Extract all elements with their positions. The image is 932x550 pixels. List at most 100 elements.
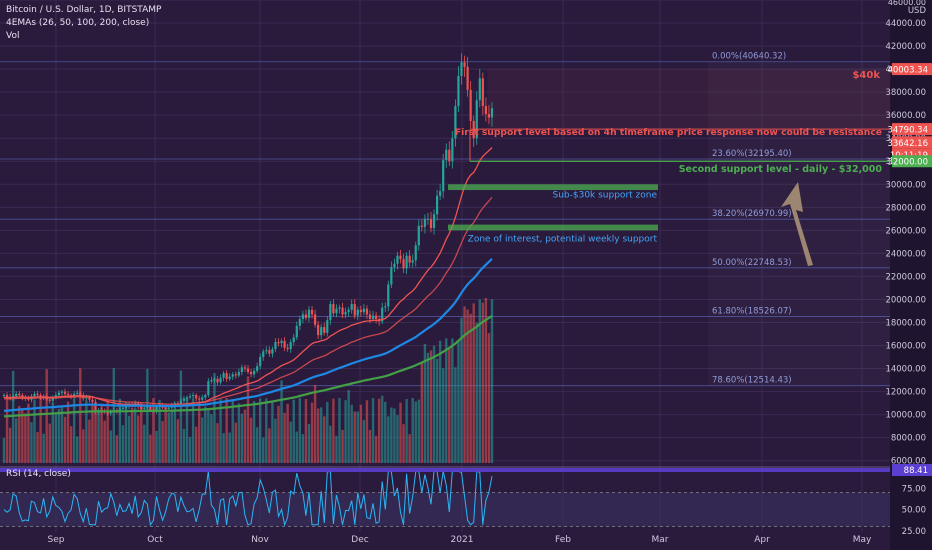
rsi-tick-label: 50.00 — [902, 506, 926, 516]
volume-bar — [265, 398, 268, 463]
volume-bar — [423, 343, 427, 463]
volume-bar — [374, 435, 378, 463]
candle-body — [27, 398, 30, 400]
candle-body — [271, 348, 274, 354]
candle-body — [432, 214, 436, 229]
candle-body — [222, 373, 225, 378]
volume-bar — [393, 408, 396, 463]
candle-body — [256, 366, 259, 371]
candle-body — [249, 372, 253, 375]
volume-bar — [417, 399, 420, 463]
volume-bar — [387, 416, 390, 463]
fib-level-label: 78.60%(12514.43) — [712, 376, 792, 386]
volume-bar — [460, 317, 463, 463]
candle-body — [283, 340, 286, 348]
candle-body — [475, 100, 478, 139]
price-tag-label: 33642.16 — [887, 139, 928, 149]
price-tag — [892, 63, 932, 76]
volume-bar — [185, 398, 189, 463]
y-tick-label: 42000.00 — [885, 42, 926, 52]
volume-bar — [21, 410, 24, 463]
volume-bar — [15, 418, 18, 463]
candle-body — [204, 395, 207, 398]
fib-level-label: 38.20%(26970.99) — [712, 209, 792, 219]
x-tick-label: Apr — [754, 535, 770, 545]
y-tick-label: 22000.00 — [885, 272, 926, 282]
x-tick-label: Sep — [48, 535, 65, 545]
volume-bar — [18, 406, 21, 463]
candle-body — [286, 347, 289, 349]
candle-body — [274, 342, 277, 349]
candle-body — [94, 401, 97, 413]
candle-body — [240, 367, 243, 373]
candle-body — [445, 149, 448, 161]
candle-body — [442, 160, 445, 192]
candle-body — [228, 376, 231, 379]
candle-body — [124, 406, 128, 408]
candle-body — [289, 342, 292, 349]
volume-bar — [344, 400, 347, 463]
candle-body — [350, 304, 353, 310]
volume-bar — [124, 402, 128, 463]
volume-bar — [469, 313, 472, 463]
volume-bar — [252, 401, 256, 463]
x-tick-label: 2021 — [451, 535, 474, 545]
y-tick-label: 10000.00 — [885, 411, 926, 421]
volume-bar — [191, 398, 195, 463]
candle-body — [57, 392, 60, 396]
volume-bar — [240, 413, 244, 463]
candle-body — [490, 108, 494, 118]
volume-bar — [335, 435, 338, 463]
annotation-second-support: Second support level - daily - $32,000 — [679, 164, 883, 175]
candle-body — [448, 149, 451, 162]
candle-body — [231, 374, 234, 377]
y-tick-label: 36000.00 — [885, 111, 926, 121]
candle-body — [39, 395, 42, 398]
volume-bar — [466, 309, 469, 463]
candle-body — [393, 263, 396, 268]
volume-bar — [329, 425, 332, 463]
y-tick-label: 30000.00 — [885, 180, 926, 190]
volume-bar — [231, 399, 234, 463]
rsi-tick-label: 75.00 — [902, 484, 926, 494]
candle-body — [5, 395, 9, 397]
rsi-value-tag — [892, 464, 932, 476]
candle-body — [365, 308, 369, 315]
candle-body — [375, 315, 378, 320]
fib-level-label: 0.00%(40640.32) — [712, 52, 786, 62]
candle-body — [195, 395, 198, 399]
candle-body — [66, 393, 70, 396]
candle-body — [484, 105, 487, 115]
candle-body — [167, 407, 170, 409]
volume-bar — [384, 401, 387, 463]
candle-body — [295, 325, 298, 338]
volume-bar — [420, 361, 424, 463]
volume-bar — [341, 429, 344, 463]
volume-bar — [100, 404, 103, 463]
volume-bar — [76, 436, 79, 463]
candle-body — [207, 381, 210, 396]
ema-line — [3, 314, 493, 418]
volume-bar — [69, 426, 73, 463]
candle-body — [341, 307, 344, 315]
volume-bar — [48, 423, 51, 463]
volume-bar — [414, 401, 417, 463]
candle-body — [246, 368, 250, 373]
fib-level-label: 61.80%(18526.07) — [712, 306, 792, 316]
volume-bar — [204, 406, 207, 463]
volume-bar — [57, 408, 61, 463]
candle-body — [356, 309, 359, 316]
volume-bar — [332, 398, 335, 463]
candle-body — [188, 396, 192, 398]
volume-bar — [313, 385, 317, 463]
volume-bar — [368, 429, 372, 463]
volume-bar — [45, 369, 48, 463]
candle-body — [451, 138, 454, 162]
candle-body — [91, 399, 94, 402]
y-tick-label: 12000.00 — [885, 388, 926, 398]
volume-bar — [454, 367, 457, 463]
candle-body — [368, 314, 372, 320]
x-tick-label: Feb — [555, 535, 571, 545]
candle-body — [201, 397, 204, 400]
